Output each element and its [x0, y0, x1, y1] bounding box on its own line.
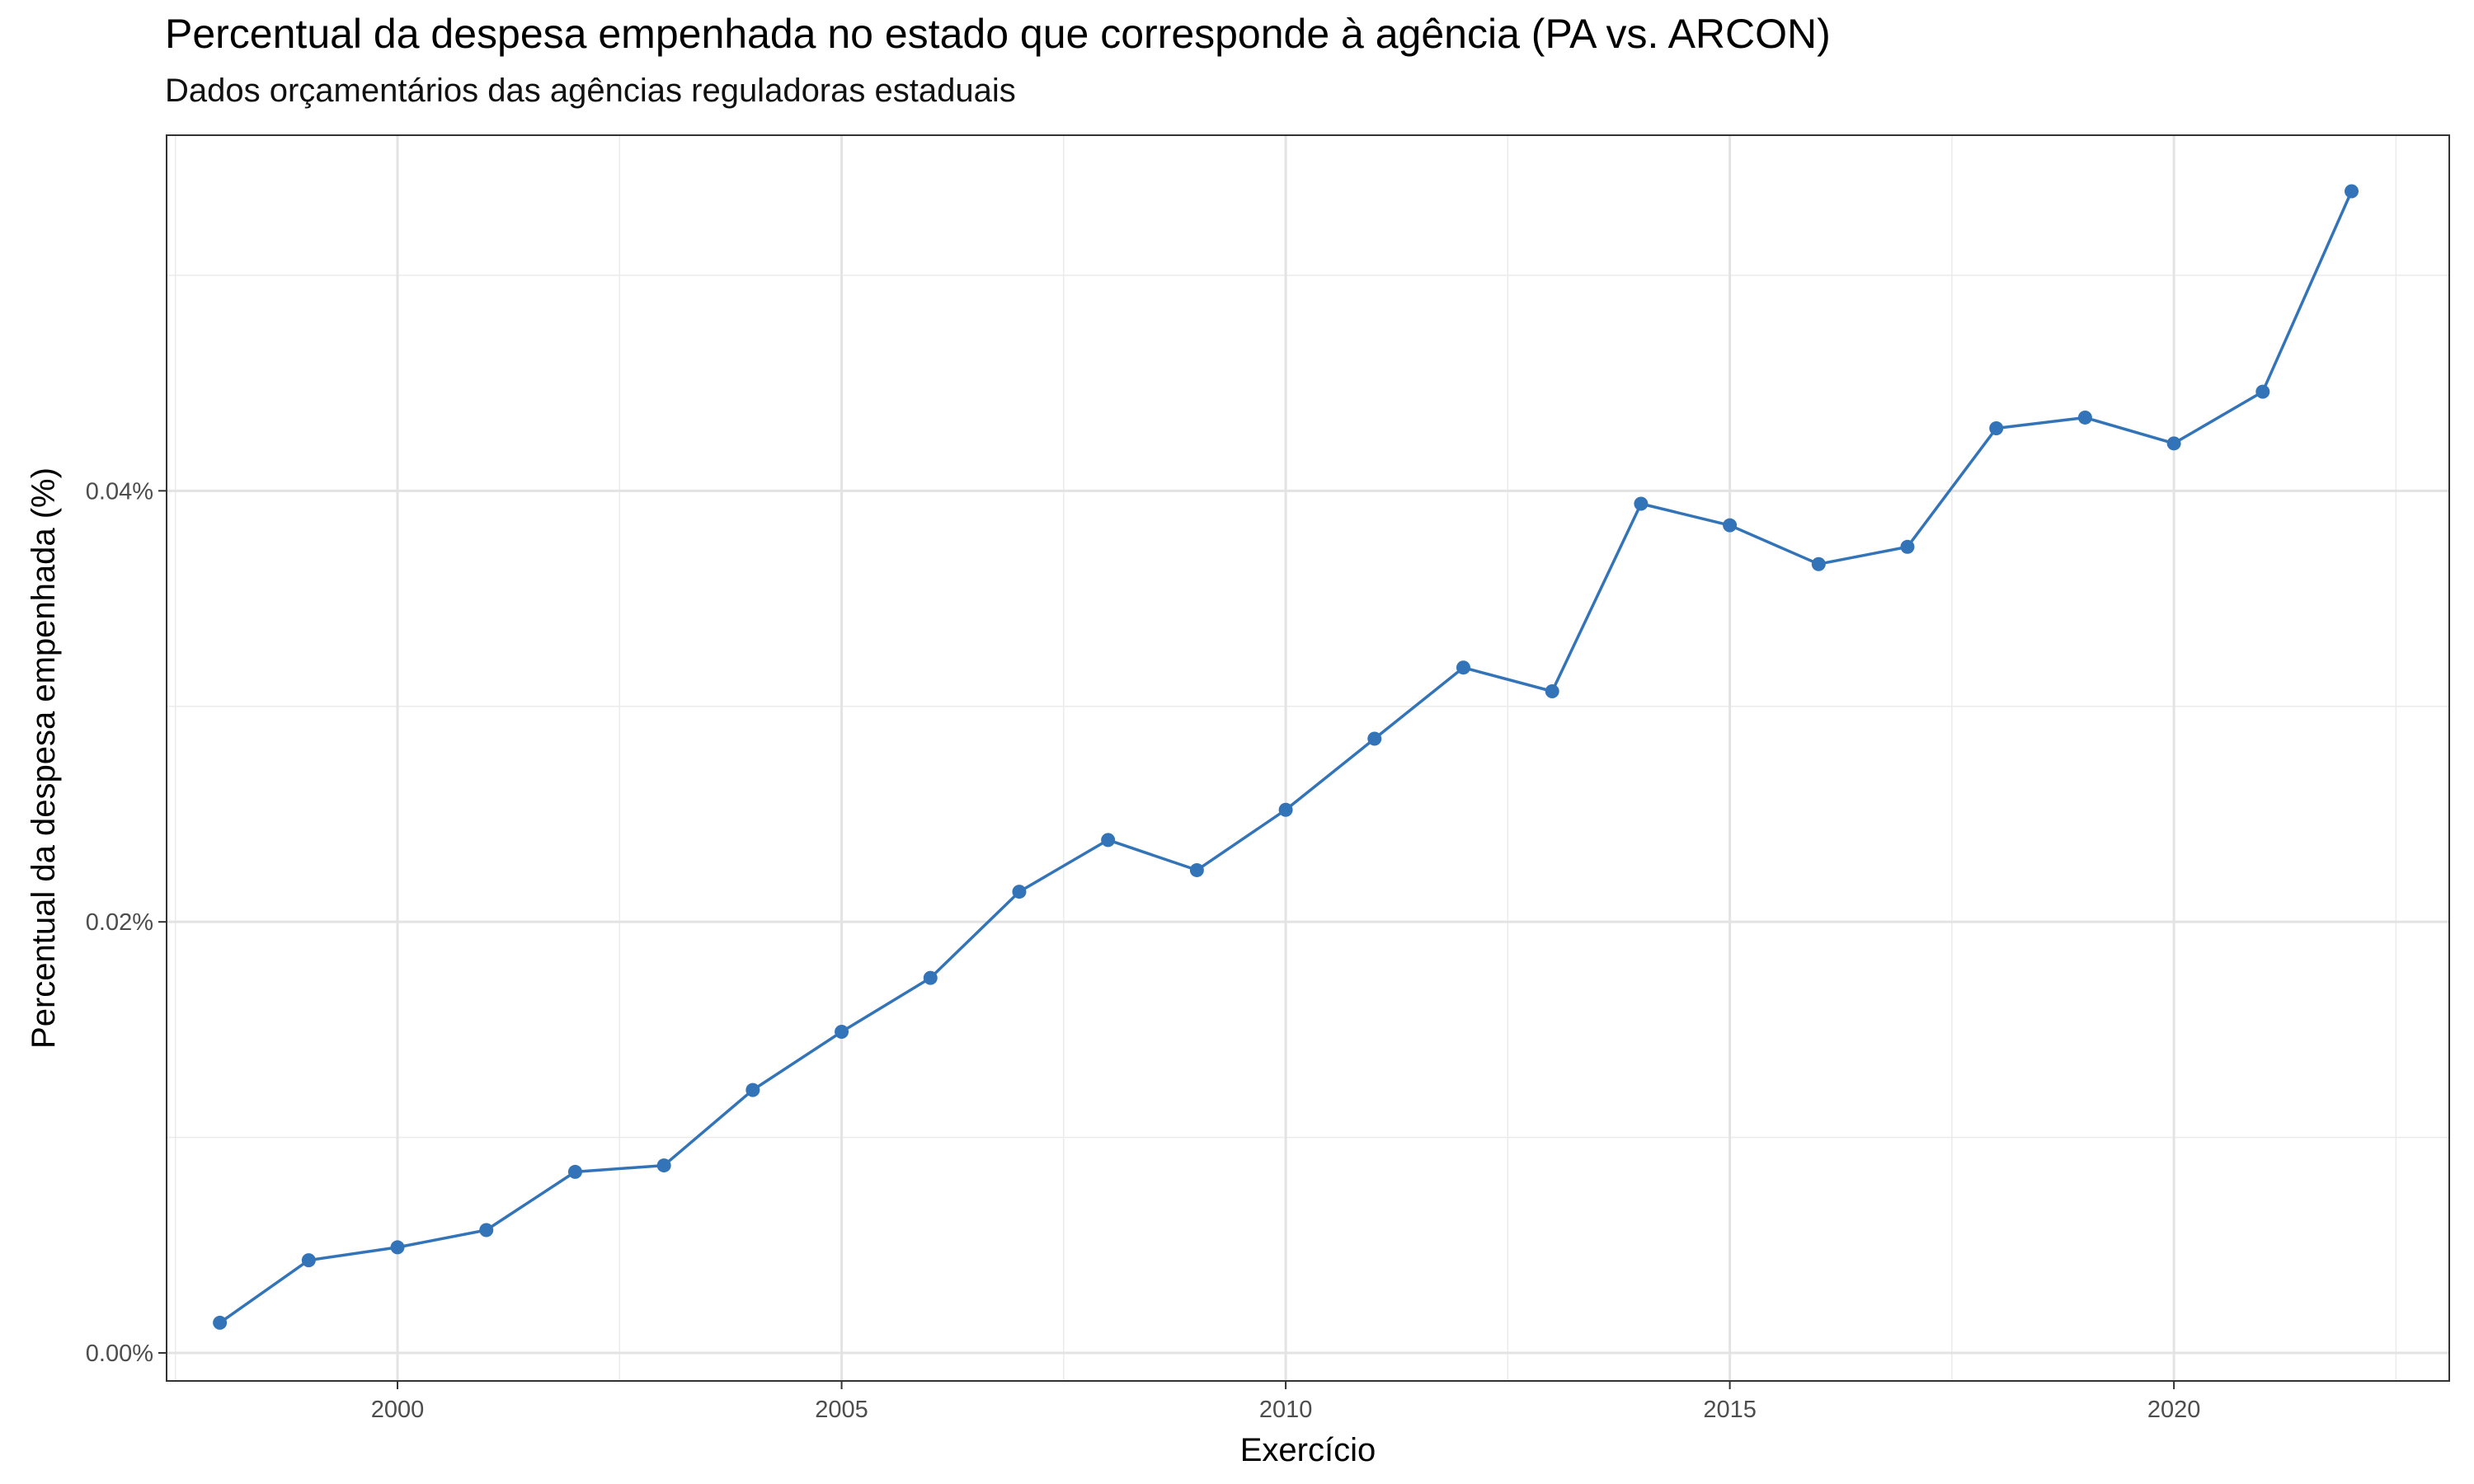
- data-point: [1989, 421, 2004, 436]
- data-point: [1189, 862, 1204, 877]
- major-gridlines: [167, 135, 2449, 1381]
- x-axis: 2000 2005 2010 2015 2020: [371, 1381, 2201, 1423]
- data-point: [1900, 539, 1915, 554]
- x-axis-title: Exercício: [1240, 1432, 1376, 1468]
- data-point: [835, 1025, 849, 1040]
- data-point: [2255, 384, 2270, 399]
- data-point: [745, 1082, 760, 1097]
- x-tick-label: 2000: [371, 1397, 425, 1423]
- y-axis: 0.00% 0.02% 0.04%: [86, 478, 167, 1367]
- y-tick-label: 0.00%: [86, 1341, 153, 1367]
- data-point: [1012, 885, 1027, 899]
- chart-subtitle: Dados orçamentários das agências regulad…: [165, 73, 1016, 109]
- plot-panel-border: [166, 134, 2450, 1382]
- data-point: [567, 1164, 582, 1179]
- data-point: [1456, 660, 1470, 675]
- x-tick-label: 2020: [2147, 1397, 2201, 1423]
- data-point: [479, 1223, 494, 1237]
- x-tick-label: 2010: [1259, 1397, 1313, 1423]
- data-point: [2345, 184, 2359, 199]
- x-tick-label: 2015: [1703, 1397, 1757, 1423]
- data-point: [1367, 731, 1382, 746]
- x-tick-label: 2005: [815, 1397, 868, 1423]
- y-tick-label: 0.04%: [86, 478, 153, 505]
- data-point: [1101, 833, 1116, 848]
- data-point: [1634, 496, 1649, 511]
- data-point: [2077, 410, 2092, 425]
- series-layer: [213, 184, 2359, 1330]
- y-tick-label: 0.02%: [86, 909, 153, 936]
- y-axis-title: Percentual da despesa empenhada (%): [26, 467, 62, 1049]
- data-point: [923, 970, 938, 985]
- data-point: [390, 1240, 405, 1255]
- data-point: [656, 1158, 671, 1173]
- data-point: [1811, 556, 1826, 571]
- data-point: [1278, 802, 1293, 817]
- minor-gridlines: [167, 135, 2449, 1381]
- data-point: [301, 1253, 316, 1268]
- data-point: [1723, 518, 1738, 533]
- chart-title: Percentual da despesa empenhada no estad…: [165, 11, 1831, 57]
- data-point: [2166, 436, 2181, 451]
- data-point: [1545, 683, 1559, 698]
- data-point: [213, 1315, 228, 1330]
